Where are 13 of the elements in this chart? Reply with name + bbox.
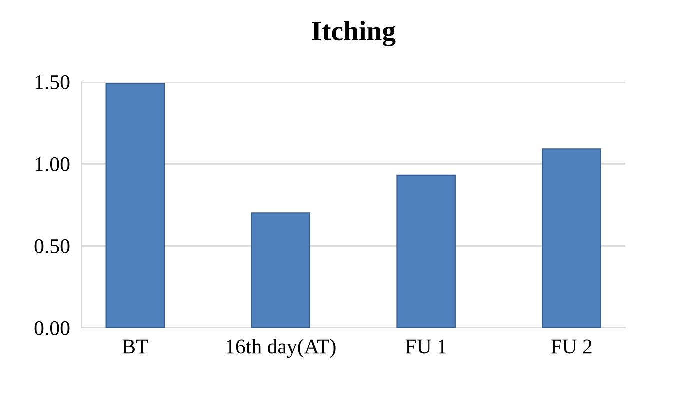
bar [396,174,456,328]
y-tick-label: 1.50 [36,75,70,90]
x-tick-label: FU 1 [406,340,446,354]
y-tick-label: 0.00 [34,321,70,336]
bar [542,148,602,328]
bar [251,212,311,328]
chart-title: Itching [312,21,396,46]
x-tick-label: BT [122,340,148,354]
x-tick-label: 16th day(AT) [226,339,336,358]
x-tick-label: FU 2 [551,340,592,354]
y-tick-label: 0.50 [34,239,70,254]
bar [106,83,166,328]
y-tick-label: 1.00 [36,157,70,172]
